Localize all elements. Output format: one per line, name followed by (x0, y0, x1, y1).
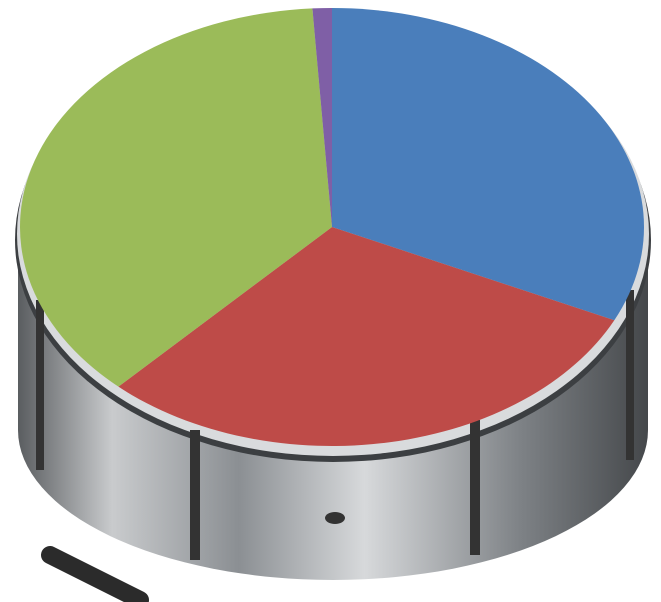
pie-slice (332, 8, 645, 321)
vent (325, 512, 345, 524)
pie-slice (20, 8, 332, 387)
pie (20, 8, 645, 447)
pie-slice (118, 227, 615, 447)
pie-slice (312, 8, 332, 227)
drumstick (41, 546, 149, 602)
